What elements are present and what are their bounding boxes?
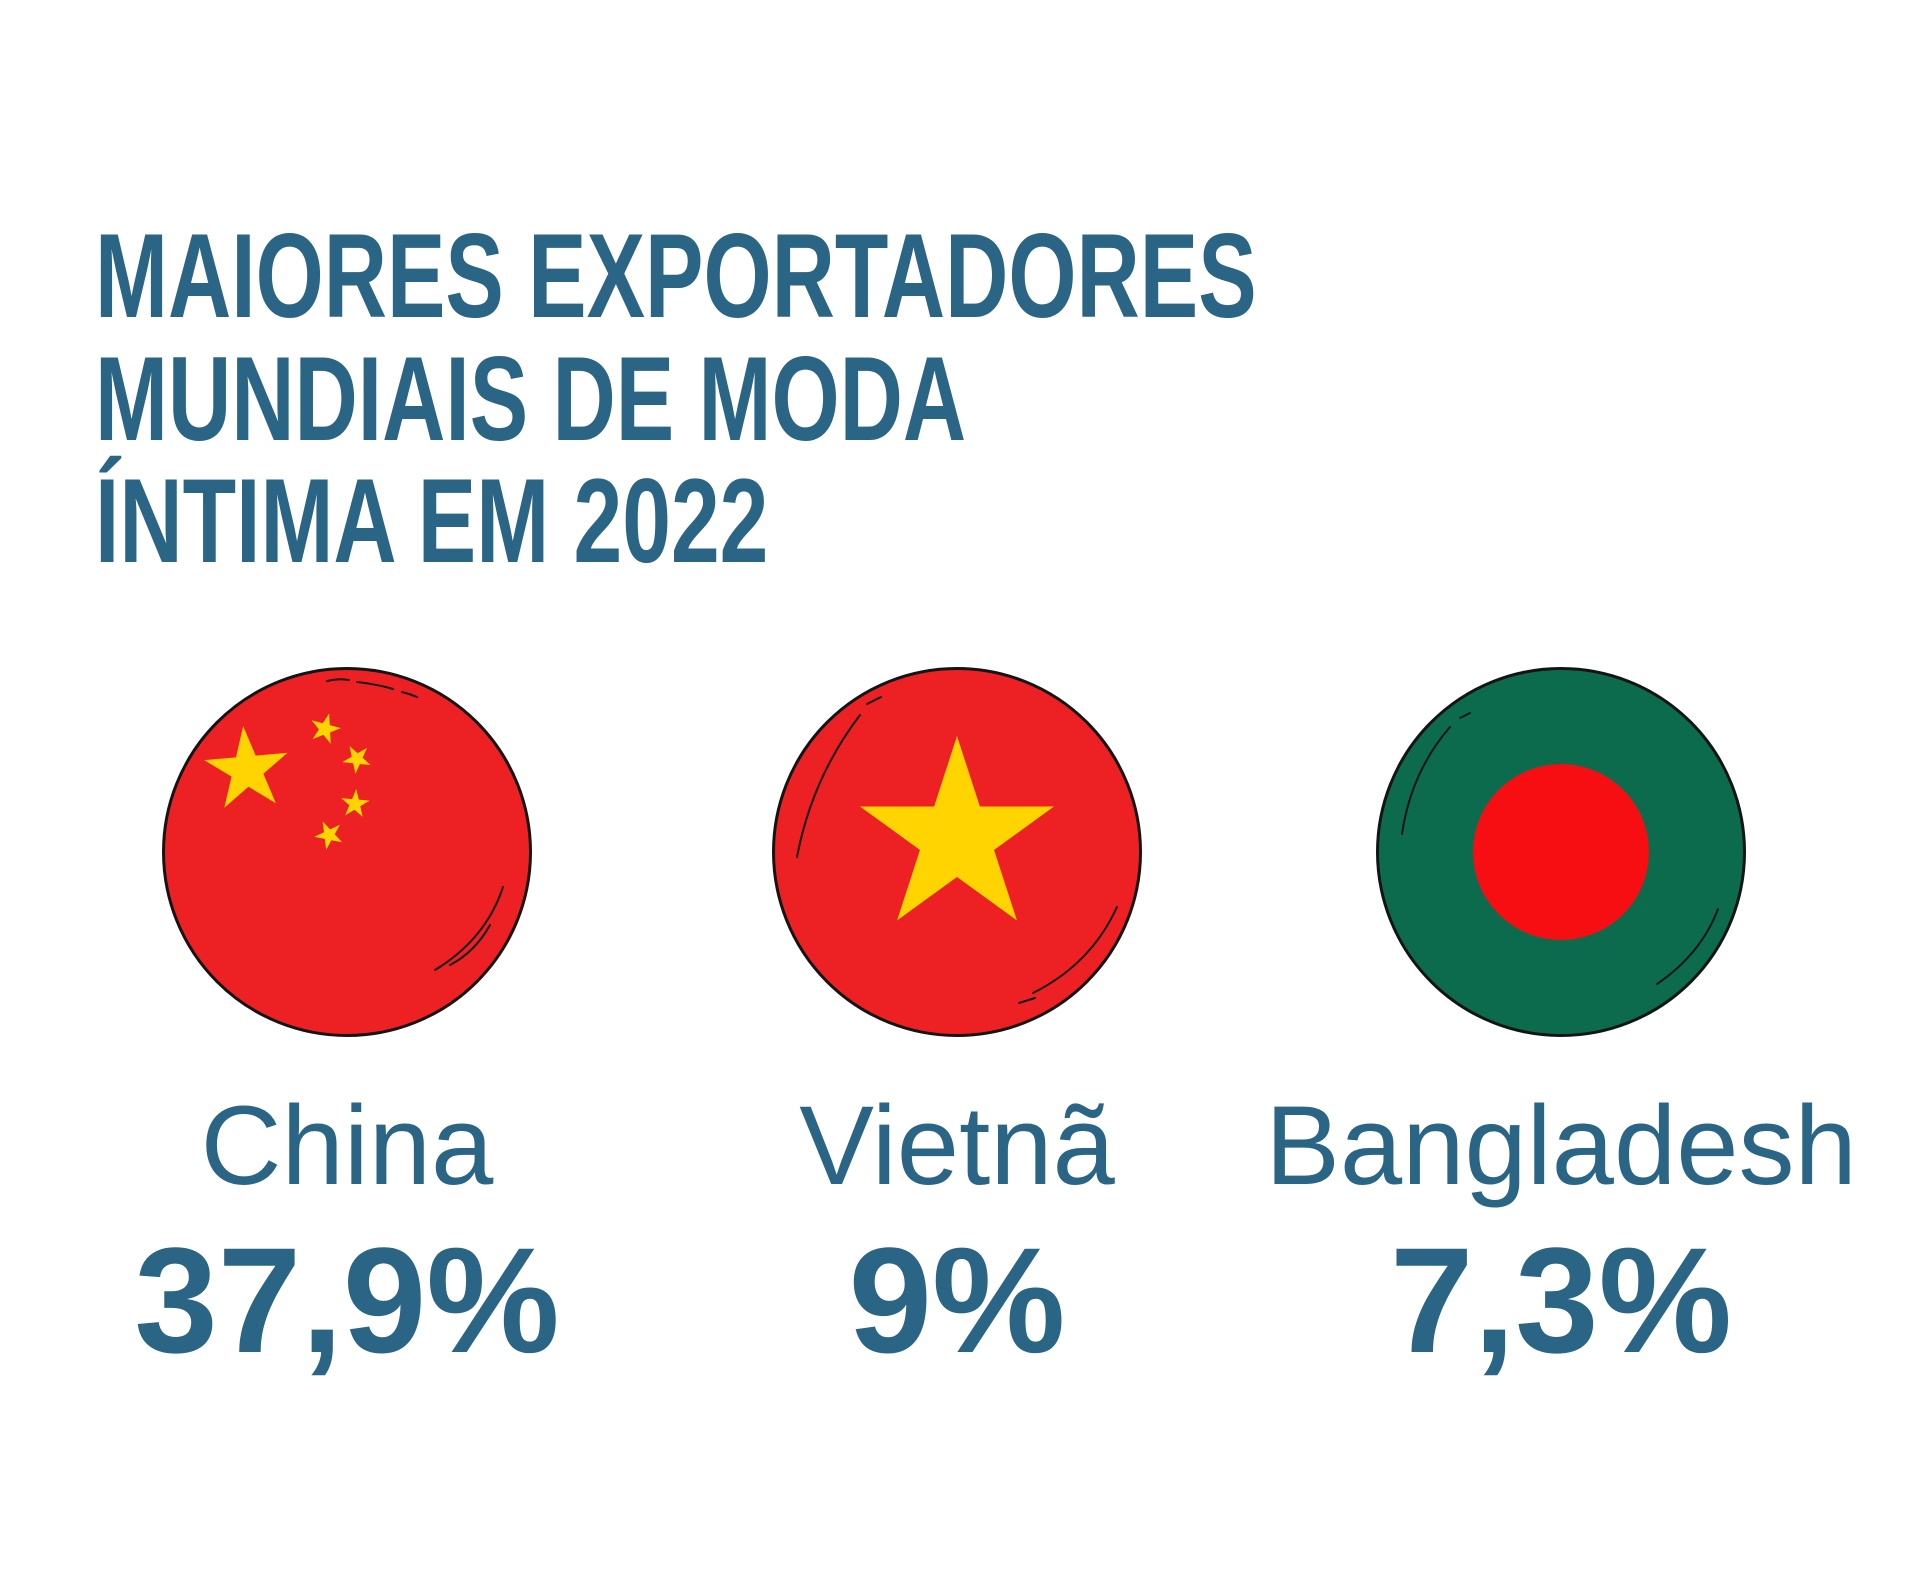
- bangladesh-red-disc: [1473, 764, 1649, 940]
- country-label-vietnam: Vietnã: [799, 1083, 1115, 1208]
- share-value-china: 37,9%: [134, 1216, 560, 1384]
- share-value-vietnam: 9%: [848, 1216, 1066, 1384]
- china-flag-circle: [162, 667, 532, 1037]
- sketch-line: [1459, 712, 1471, 719]
- bangladesh-flag-icon: [1376, 667, 1746, 1037]
- sketch-line: [434, 886, 504, 971]
- country-column-bangladesh: Bangladesh 7,3%: [1265, 662, 1857, 1384]
- china-flag-icon: [162, 667, 532, 1037]
- sketch-line: [356, 681, 394, 690]
- country-column-china: China 37,9%: [57, 662, 637, 1375]
- page-title: MAIORES EXPORTADORES MUNDIAIS DE MODA ÍN…: [95, 209, 1257, 589]
- country-column-vietnam: Vietnã 9%: [667, 662, 1247, 1375]
- sketch-line: [1656, 908, 1719, 985]
- sketch-line: [1018, 997, 1036, 1004]
- share-value-bangladesh: 7,3%: [1390, 1216, 1732, 1384]
- vietnam-flag-icon: [772, 667, 1142, 1037]
- country-label-bangladesh: Bangladesh: [1265, 1083, 1857, 1208]
- country-label-china: China: [200, 1083, 494, 1208]
- sketch-line: [1032, 906, 1118, 994]
- sketch-line: [449, 924, 491, 966]
- sketch-line: [326, 678, 350, 682]
- sketch-line: [1401, 726, 1451, 835]
- sketch-line: [866, 696, 882, 705]
- sketch-line: [796, 714, 861, 858]
- sketch-line: [401, 691, 418, 698]
